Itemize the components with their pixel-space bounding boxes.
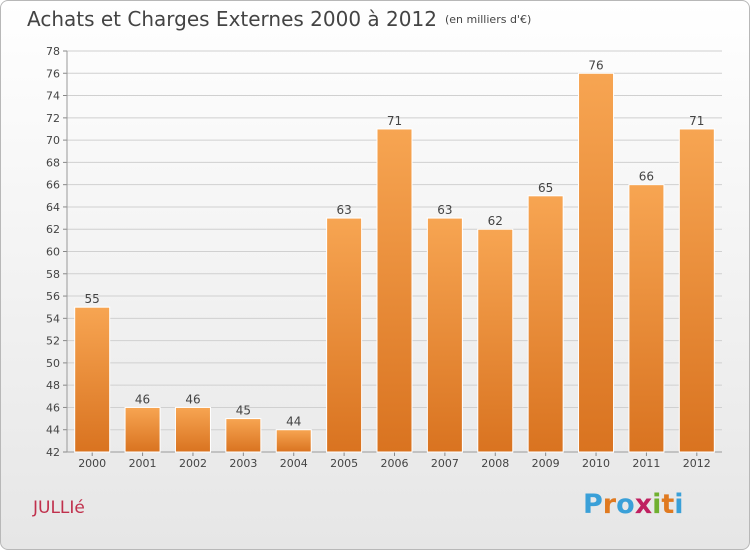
x-tick-label: 2002 (179, 457, 207, 470)
x-tick-label: 2011 (632, 457, 660, 470)
y-tick-label: 64 (46, 201, 60, 214)
data-label: 71 (689, 114, 704, 128)
logo-letter: t (661, 489, 675, 520)
data-label: 65 (538, 181, 553, 195)
data-label: 55 (85, 292, 100, 306)
bar (678, 128, 715, 453)
x-tick-label: 2012 (683, 457, 711, 470)
y-tick-label: 68 (46, 156, 60, 169)
data-label: 71 (387, 114, 402, 128)
x-tick-label: 2008 (481, 457, 509, 470)
y-tick-label: 50 (46, 357, 60, 370)
proxiti-logo: Proxiti (583, 489, 684, 520)
bar (477, 228, 514, 453)
data-label: 45 (236, 404, 251, 418)
y-tick-label: 52 (46, 335, 60, 348)
bar (174, 406, 211, 453)
tick-labels: 42 44 46 48 50 52 54 56 58 60 62 64 66 68 70 72 74 76 78 20… (46, 45, 711, 470)
data-label: 46 (185, 392, 200, 406)
x-tick-label: 2001 (129, 457, 157, 470)
x-tick-label: 2009 (532, 457, 560, 470)
data-label: 44 (286, 415, 301, 429)
data-label: 63 (437, 203, 452, 217)
logo-letter: i (674, 489, 684, 520)
x-tick-label: 2003 (229, 457, 257, 470)
data-label: 63 (336, 203, 351, 217)
bar (578, 72, 615, 453)
data-label: 66 (639, 170, 654, 184)
y-tick-label: 60 (46, 246, 60, 259)
bars (74, 72, 715, 453)
title-row: Achats et Charges Externes 2000 à 2012 (e… (27, 7, 531, 31)
commune-name: JULLIé (33, 498, 85, 518)
chart-subtitle: (en milliers d'€) (444, 13, 532, 26)
logo-letter: x (634, 489, 653, 520)
y-tick-label: 66 (46, 179, 60, 192)
y-tick-label: 48 (46, 379, 60, 392)
y-tick-label: 62 (46, 223, 60, 236)
x-tick-label: 2010 (582, 457, 610, 470)
x-tick-label: 2004 (280, 457, 308, 470)
logo-letter: P (583, 489, 603, 520)
bar (124, 406, 161, 453)
bar (74, 306, 111, 453)
chart-title: Achats et Charges Externes 2000 à 2012 (27, 7, 437, 31)
data-label: 76 (588, 58, 603, 72)
logo-letter: r (602, 489, 617, 520)
x-tick-label: 2007 (431, 457, 459, 470)
bar (628, 184, 665, 453)
y-tick-label: 42 (46, 446, 60, 459)
logo-letter: o (616, 489, 635, 520)
bar (527, 195, 564, 453)
bar (326, 217, 363, 453)
y-tick-label: 46 (46, 401, 60, 414)
y-tick-label: 74 (46, 90, 60, 103)
y-tick-label: 56 (46, 290, 60, 303)
y-tick-label: 54 (46, 312, 60, 325)
data-labels: 55 46 46 45 44 63 71 63 62 65 76 66 71 (85, 58, 705, 428)
x-tick-label: 2000 (78, 457, 106, 470)
y-tick-label: 58 (46, 268, 60, 281)
y-tick-label: 76 (46, 67, 60, 80)
y-tick-label: 44 (46, 424, 60, 437)
data-label: 62 (488, 214, 503, 228)
bar (225, 418, 262, 453)
logo-letter: i (652, 489, 662, 520)
bar (275, 429, 312, 453)
y-tick-label: 70 (46, 134, 60, 147)
bar (426, 217, 463, 453)
y-tick-label: 78 (46, 45, 60, 58)
x-tick-label: 2006 (381, 457, 409, 470)
data-label: 46 (135, 392, 150, 406)
bar (376, 128, 413, 453)
x-tick-label: 2005 (330, 457, 358, 470)
y-tick-label: 72 (46, 112, 60, 125)
